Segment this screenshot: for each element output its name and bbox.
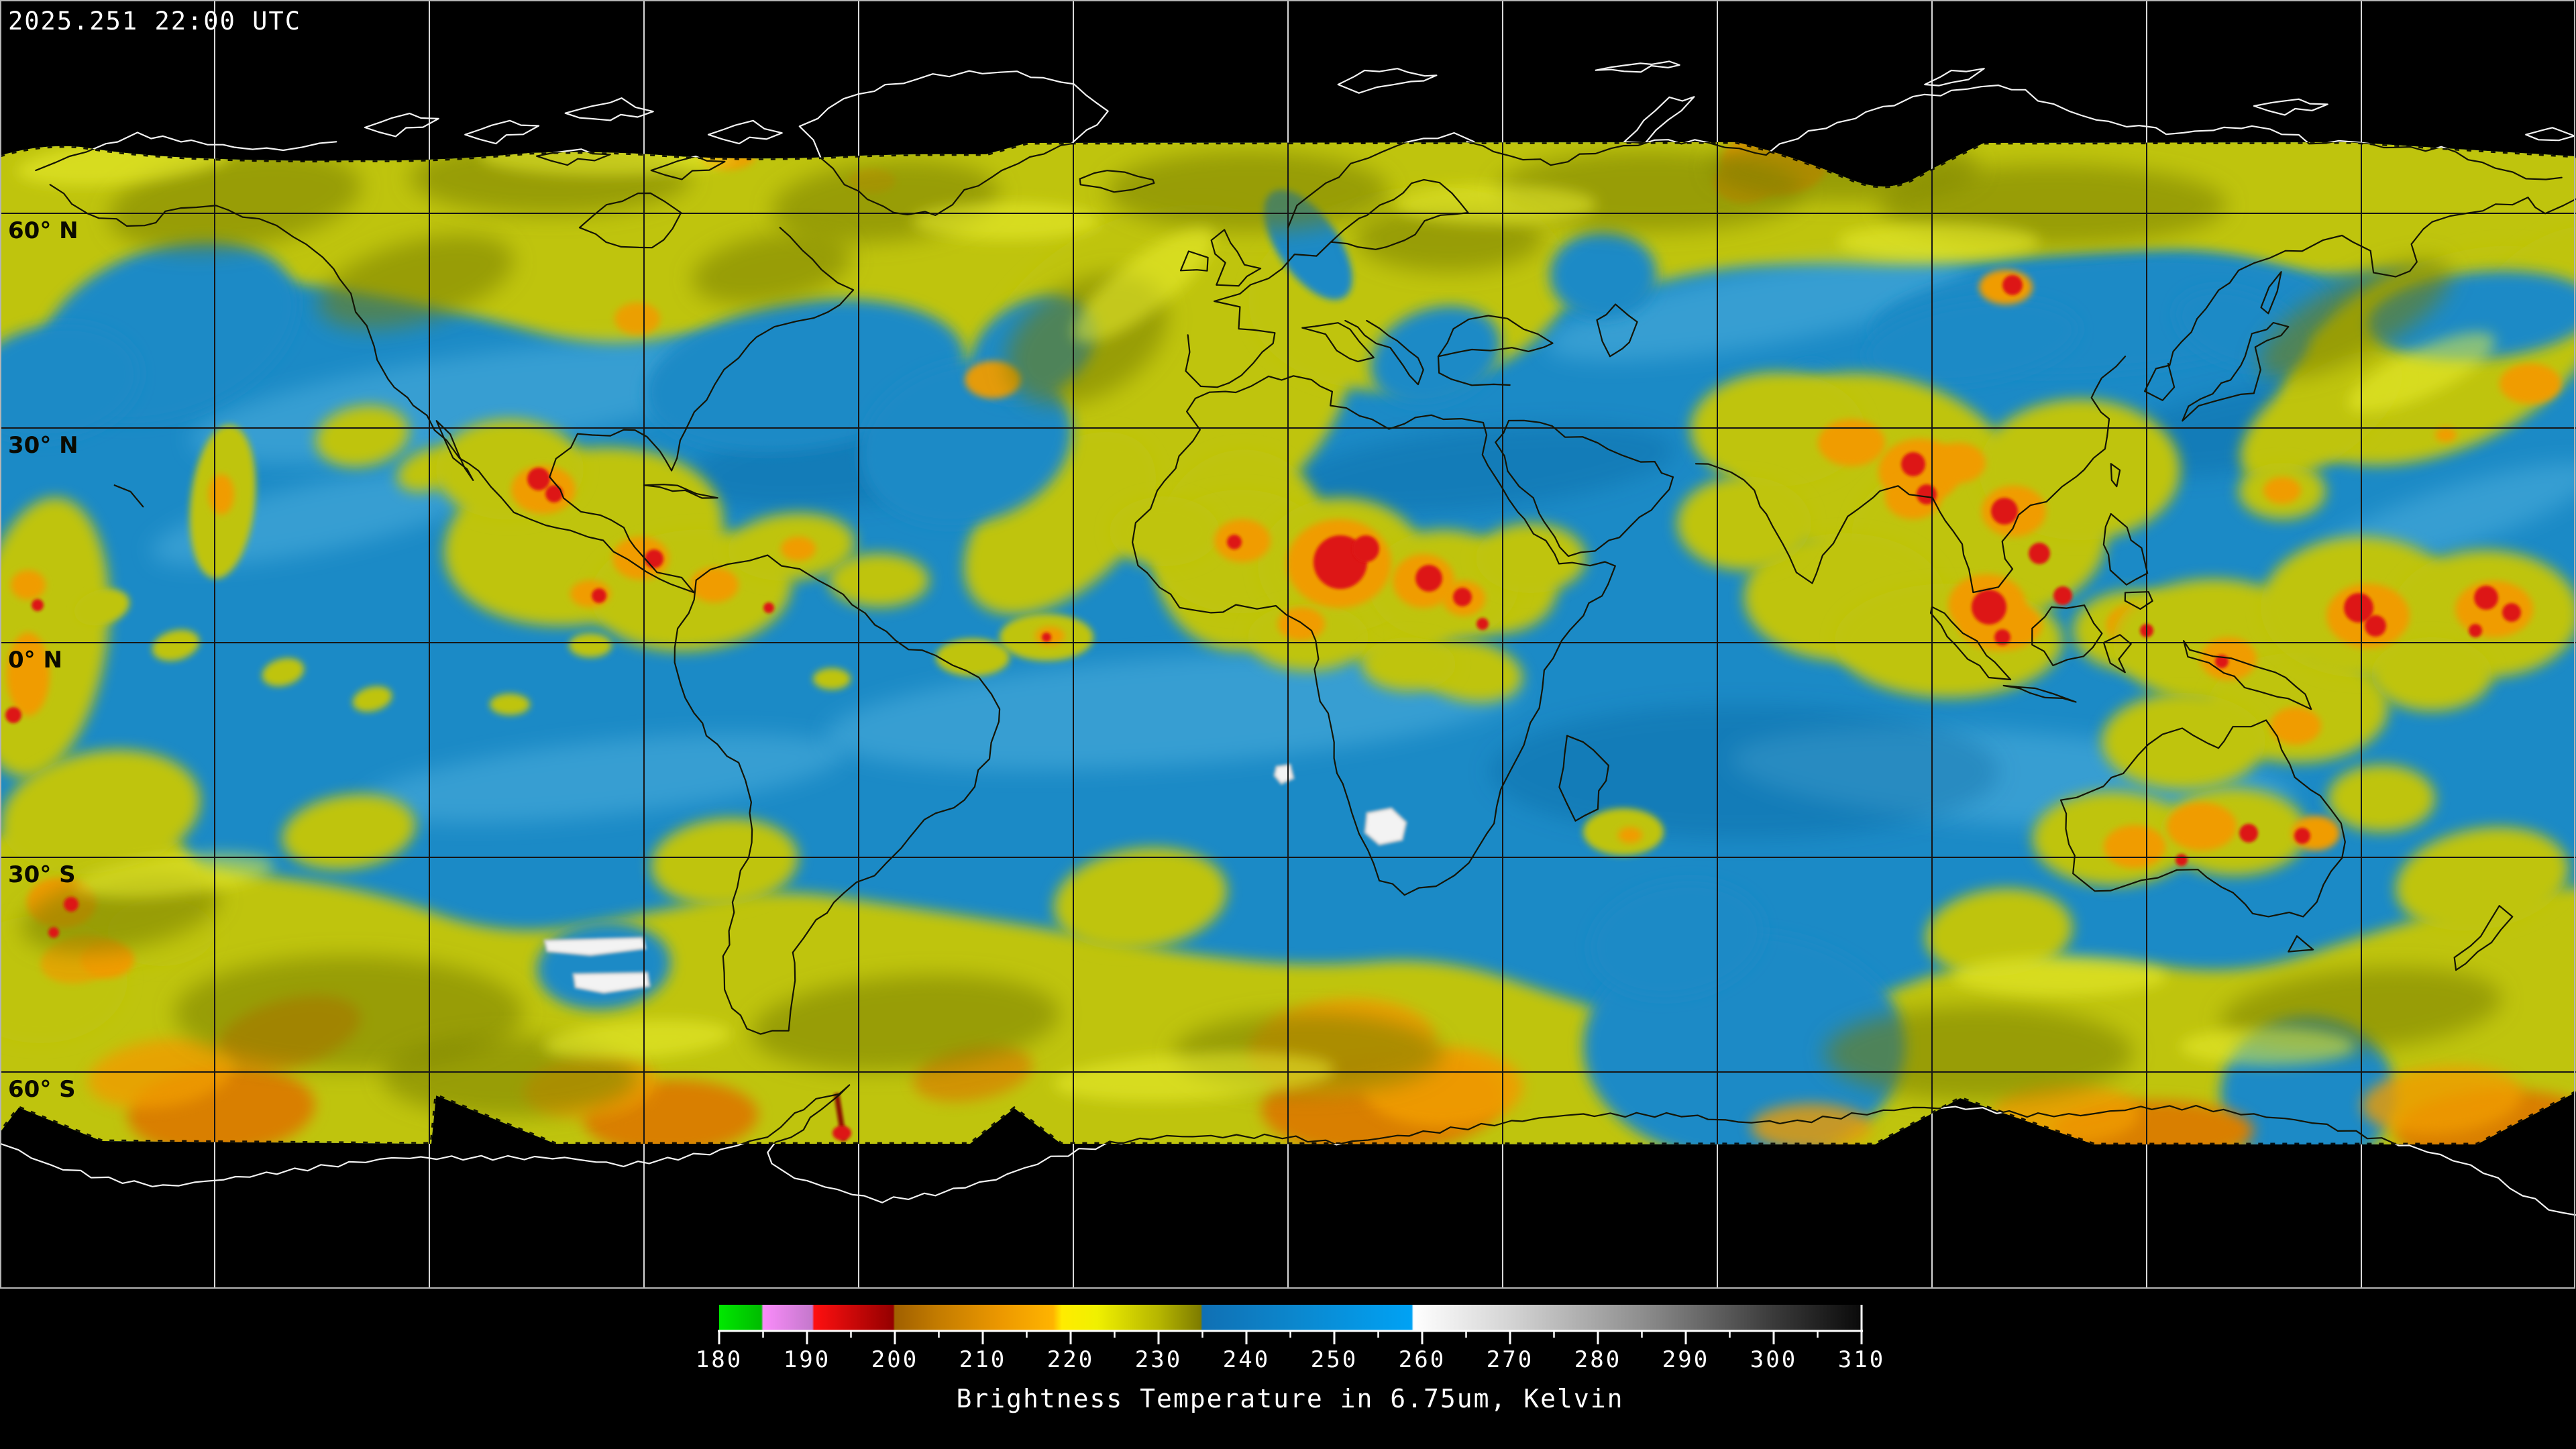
colorbar-tick-label: 180 xyxy=(696,1346,743,1373)
colorbar-tick-label: 190 xyxy=(784,1346,830,1373)
latitude-label: 30° S xyxy=(8,861,76,888)
latitude-label: 30° N xyxy=(8,432,78,459)
colorbar-tick-label: 270 xyxy=(1487,1346,1534,1373)
colorbar-tick-labels: 180 190 200 210 220 230 240 250 260 270 280 290 300 3… xyxy=(696,1346,1885,1373)
colorbar-tick-label: 280 xyxy=(1574,1346,1621,1373)
colorbar-tick-label: 220 xyxy=(1047,1346,1094,1373)
graticule-and-coastlines-over-data xyxy=(0,142,2576,1144)
colorbar-gradient xyxy=(719,1305,1862,1330)
timestamp-label: 2025.251 22:00 UTC xyxy=(8,7,301,36)
colorbar-legend: 180 190 200 210 220 230 240 250 260 270 280 290 300 3… xyxy=(696,1305,1885,1413)
colorbar-tick-label: 250 xyxy=(1311,1346,1358,1373)
colorbar-tick-label: 310 xyxy=(1838,1346,1885,1373)
colorbar-tick-label: 290 xyxy=(1662,1346,1709,1373)
colorbar-tick-label: 200 xyxy=(871,1346,918,1373)
map-frame xyxy=(0,0,2575,1289)
colorbar-title: Brightness Temperature in 6.75um, Kelvin xyxy=(956,1384,1623,1413)
scan-edge-serration xyxy=(0,142,2576,1144)
latitude-label: 60° N xyxy=(8,217,78,244)
latitude-label: 0° N xyxy=(8,647,62,674)
colorbar-tick-label: 260 xyxy=(1399,1346,1446,1373)
colorbar-tick-label: 240 xyxy=(1223,1346,1270,1373)
colorbar-tick-label: 230 xyxy=(1135,1346,1182,1373)
latitude-label: 60° S xyxy=(8,1076,76,1103)
colorbar-tick-label: 210 xyxy=(959,1346,1006,1373)
colorbar-ticks xyxy=(718,1305,1863,1344)
latitude-labels: 60° N 30° N 0° N 30° S 60° S xyxy=(8,217,78,1103)
colorbar-tick-label: 300 xyxy=(1750,1346,1797,1373)
